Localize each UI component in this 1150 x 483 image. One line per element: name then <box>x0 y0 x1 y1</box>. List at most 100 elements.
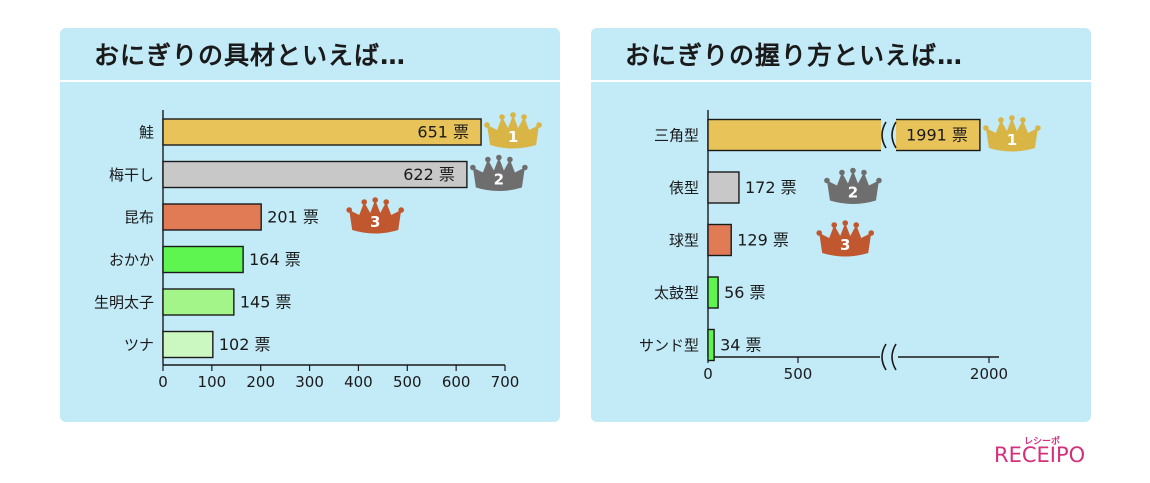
crown-jewel <box>470 164 476 171</box>
crown-jewel <box>824 177 830 184</box>
crown-jewel <box>484 122 490 128</box>
crown-jewel <box>853 222 860 228</box>
x-axis-break <box>881 343 897 371</box>
category-label: 昆布 <box>124 209 154 227</box>
bar-value-label: 56 票 <box>724 283 765 302</box>
axis-break-line <box>891 343 897 371</box>
crown-icon: 1 <box>484 112 542 149</box>
crown-shape <box>826 170 879 204</box>
bar-value-label: 622 票 <box>403 165 455 184</box>
ingredient-chart-title: おにぎりの具材といえば… <box>94 41 407 70</box>
axis-break-line <box>891 121 897 149</box>
crown-jewel <box>998 117 1004 123</box>
bar-break-gap <box>881 115 896 155</box>
x-tick-label: 0 <box>703 365 713 383</box>
bar-value-label: 102 票 <box>219 335 271 354</box>
crown-jewel <box>485 156 491 163</box>
bar <box>162 330 214 359</box>
category-label: 俵型 <box>669 179 699 197</box>
crown-jewel <box>842 220 849 226</box>
crown-icon: 3 <box>346 197 405 234</box>
crown-jewel <box>861 169 867 176</box>
x-tick-label: 2000 <box>970 365 1008 383</box>
category-label: 梅干し <box>109 166 154 184</box>
bar-value-label: 651 票 <box>417 123 469 142</box>
crown-rank-label: 1 <box>508 128 518 146</box>
bar-value-label: 145 票 <box>240 293 292 312</box>
bar <box>162 118 482 146</box>
bar <box>162 288 235 316</box>
x-tick-label: 500 <box>784 365 813 383</box>
category-label: 生明太子 <box>94 294 154 312</box>
receipo-logo[interactable]: レシーポ RECEIPO <box>994 434 1090 470</box>
crown-rank-label: 2 <box>494 171 504 189</box>
category-label: 鮭 <box>139 124 154 142</box>
category-label: おかか <box>109 251 154 269</box>
logo-text: RECEIPO <box>994 443 1086 467</box>
crown-jewel <box>383 199 390 205</box>
x-tick-label: 700 <box>491 373 520 391</box>
crown-jewel <box>507 156 513 163</box>
bar-value-label: 1991 票 <box>906 126 968 145</box>
crown-jewel <box>361 199 368 205</box>
crown-jewel <box>496 154 502 161</box>
crown-jewel <box>850 167 856 174</box>
crown-icon: 2 <box>824 167 882 204</box>
x-tick-label: 500 <box>393 373 422 391</box>
category-label: 三角型 <box>654 127 699 145</box>
crown-shape <box>487 115 540 149</box>
crown-jewel <box>1035 125 1041 131</box>
bar-value-label: 201 票 <box>267 208 319 227</box>
shape-chart-panel: おにぎりの握り方といえば… 0 500 2000 三角型 1991 票 1 俵型 172 票 2… <box>591 28 1091 422</box>
crown-jewel <box>868 230 875 236</box>
axis-break-line <box>881 121 887 149</box>
bar <box>707 118 981 152</box>
bar <box>707 171 740 204</box>
bar <box>162 160 468 189</box>
crown-jewel <box>522 164 528 171</box>
crown-jewel <box>983 125 989 131</box>
crown-shape <box>472 157 525 191</box>
bar <box>707 276 719 309</box>
ingredient-bar-chart: 0 100 200 300 400 500 600 700 鮭 651 票 1 梅干し 622 票 2 昆布… <box>94 110 542 391</box>
crown-jewel <box>521 114 527 120</box>
bar <box>707 328 715 362</box>
x-tick-label: 200 <box>246 373 275 391</box>
crown-icon: 1 <box>983 115 1041 152</box>
x-tick-label: 0 <box>158 373 168 391</box>
crown-rank-label: 1 <box>1007 131 1017 149</box>
x-tick-label: 600 <box>442 373 471 391</box>
bar-value-label: 164 票 <box>249 250 301 269</box>
crown-shape <box>819 223 872 257</box>
category-label: ツナ <box>124 336 154 354</box>
crown-rank-label: 3 <box>840 236 850 254</box>
bar <box>707 223 732 257</box>
category-label: サンド型 <box>639 337 699 355</box>
crown-jewel <box>510 112 516 118</box>
crown-jewel <box>372 197 379 203</box>
crown-shape <box>349 200 402 234</box>
logo-subtext: レシーポ <box>1024 437 1061 447</box>
crown-jewel <box>398 207 405 213</box>
shape-chart-title: おにぎりの握り方といえば… <box>625 41 964 70</box>
crown-jewel <box>536 122 542 128</box>
x-tick-label: 100 <box>198 373 227 391</box>
axis-break-line <box>881 343 887 371</box>
bar <box>162 203 262 231</box>
crown-jewel <box>1020 117 1026 123</box>
crown-jewel <box>499 114 505 120</box>
crown-jewel <box>839 169 845 176</box>
bar-break <box>881 121 897 149</box>
x-tick-label: 300 <box>295 373 324 391</box>
ingredient-chart-header: おにぎりの具材といえば… <box>60 28 560 82</box>
shape-bar-chart: 0 500 2000 三角型 1991 票 1 俵型 172 票 2 球型 129 票 3 太鼓型 56 … <box>639 110 1041 383</box>
ingredient-chart-panel: おにぎりの具材といえば… 0 100 200 300 400 500 600 700 鮭 651 … <box>60 28 560 422</box>
crown-shape <box>985 118 1038 152</box>
crown-rank-label: 2 <box>848 184 858 202</box>
crown-jewel <box>831 222 838 228</box>
bar-value-label: 34 票 <box>720 336 761 355</box>
crown-icon: 2 <box>470 154 528 191</box>
category-label: 球型 <box>669 232 699 250</box>
crown-rank-label: 3 <box>370 213 380 231</box>
bar-value-label: 172 票 <box>745 178 797 197</box>
